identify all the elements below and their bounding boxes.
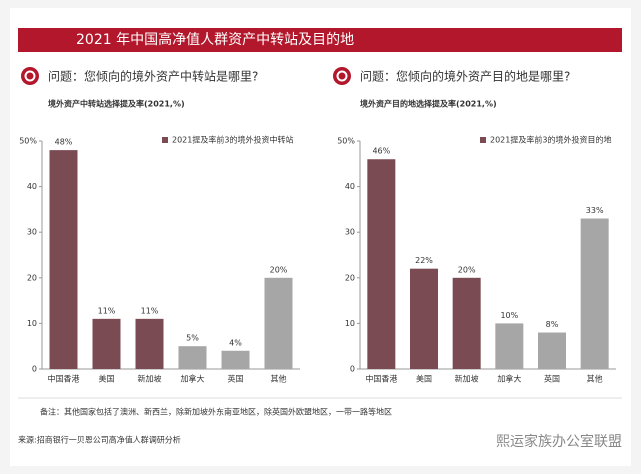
bar (538, 332, 566, 369)
y-tick-label: 20 (345, 273, 355, 282)
value-label: 20% (458, 265, 476, 274)
y-tick-label: 0 (32, 365, 37, 374)
x-tick-label: 新加坡 (455, 374, 479, 384)
x-tick-label: 英国 (228, 374, 244, 384)
card (10, 8, 631, 466)
x-tick-label: 加拿大 (497, 374, 521, 384)
value-label: 10% (500, 311, 518, 320)
value-label: 8% (546, 320, 559, 329)
header-title: 2021 年中国高净值人群资产中转站及目的地 (76, 31, 354, 48)
header-bar (18, 28, 622, 52)
y-tick-label: 0 (350, 365, 355, 374)
bar (49, 150, 78, 369)
bar (495, 323, 524, 369)
y-tick-label: 40 (27, 182, 37, 191)
source: 来源:招商银行一贝恩公司高净值人群调研分析 (18, 435, 181, 445)
bar (92, 318, 121, 369)
bar (452, 277, 481, 369)
x-tick-label: 中国香港 (48, 374, 80, 384)
x-tick-label: 美国 (416, 374, 432, 384)
value-label: 33% (586, 206, 604, 215)
y-tick-label: 50% (337, 137, 355, 146)
bar (178, 346, 207, 369)
legend-label: 2021提及率前3的境外投资目的地 (490, 135, 611, 145)
value-label: 5% (186, 334, 199, 343)
y-tick-label: 30 (27, 228, 37, 237)
bar (135, 318, 164, 369)
x-tick-label: 英国 (544, 374, 560, 384)
q-icon-inner (24, 70, 36, 82)
x-tick-label: 中国香港 (365, 374, 397, 384)
x-tick-label: 加拿大 (181, 374, 205, 384)
y-tick-label: 10 (345, 319, 355, 328)
bar (580, 218, 609, 369)
q-icon-inner (336, 70, 348, 82)
chart-title: 境外资产中转站选择提及率(2021,%) (48, 99, 185, 109)
legend-label: 2021提及率前3的境外投资中转站 (172, 135, 293, 145)
legend-swatch (162, 137, 168, 143)
x-tick-label: 新加坡 (138, 374, 162, 384)
legend-swatch (480, 137, 486, 143)
chart-title: 境外资产目的地选择提及率(2021,%) (360, 99, 497, 109)
watermark: 熙运家族办公室联盟 (496, 433, 622, 450)
value-label: 22% (415, 256, 433, 265)
bar (367, 159, 396, 369)
question: 问题：您倾向的境外资产中转站是哪里? (48, 69, 258, 84)
question: 问题：您倾向的境外资产目的地是哪里? (360, 69, 570, 84)
y-tick-label: 30 (345, 228, 355, 237)
x-tick-label: 其他 (271, 374, 287, 384)
value-label: 20% (270, 265, 288, 274)
x-tick-label: 其他 (587, 374, 603, 384)
q-icon (21, 67, 39, 85)
value-label: 4% (229, 338, 242, 347)
bar (221, 350, 250, 369)
q-icon (333, 67, 351, 85)
y-tick-label: 20 (27, 273, 37, 282)
y-tick-label: 10 (27, 319, 37, 328)
value-label: 11% (98, 306, 116, 315)
value-label: 46% (372, 147, 390, 156)
y-tick-label: 40 (345, 182, 355, 191)
value-label: 48% (55, 138, 73, 147)
note: 备注：其他国家包括了澳洲、新西兰，除新加坡外东南亚地区，除英国外欧盟地区，一带一… (40, 407, 392, 417)
y-tick-label: 50% (19, 137, 37, 146)
bar (264, 277, 293, 369)
value-label: 11% (141, 306, 159, 315)
x-tick-label: 美国 (99, 374, 115, 384)
bar (410, 268, 438, 369)
